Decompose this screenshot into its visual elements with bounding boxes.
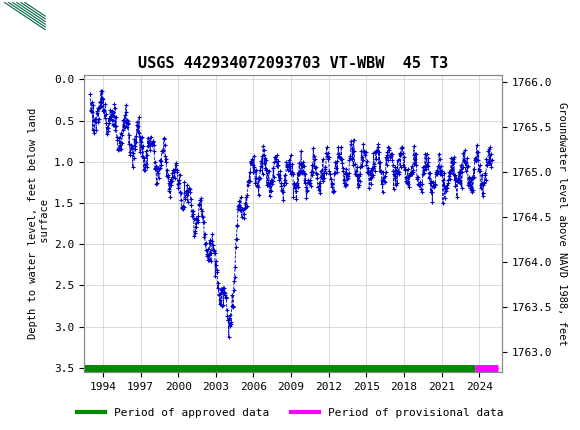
Y-axis label: Depth to water level, feet below land
 surface: Depth to water level, feet below land su… [28, 108, 50, 339]
Bar [5, 3, 45, 30]
Y-axis label: Groundwater level above NAVD 1988, feet: Groundwater level above NAVD 1988, feet [557, 102, 567, 345]
Title: USGS 442934072093703 VT-WBW  45 T3: USGS 442934072093703 VT-WBW 45 T3 [138, 56, 448, 71]
Text: USGS: USGS [58, 7, 113, 25]
Legend: Period of approved data, Period of provisional data: Period of approved data, Period of provi… [72, 403, 508, 422]
